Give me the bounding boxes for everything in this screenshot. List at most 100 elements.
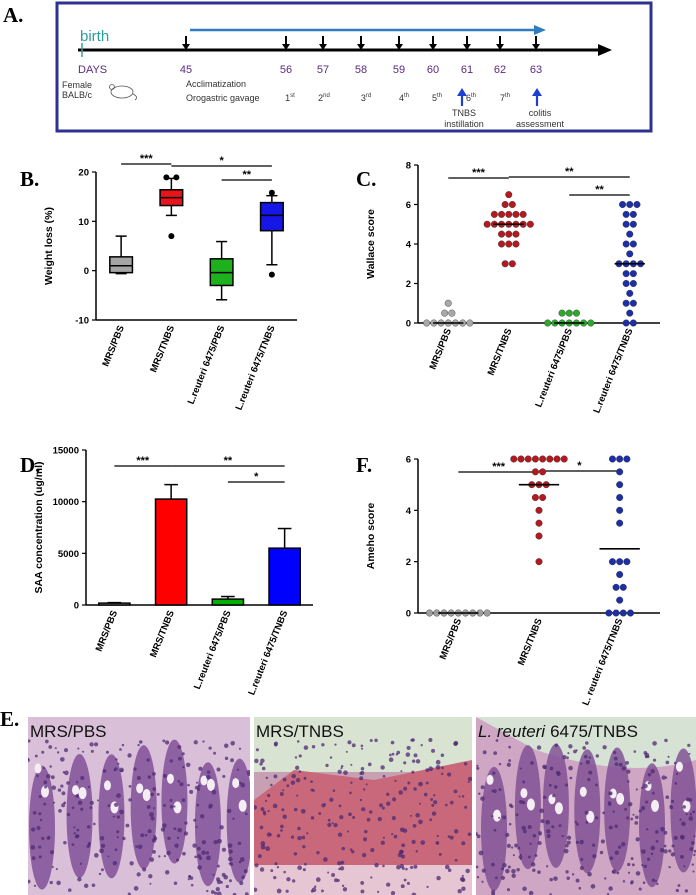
nucleus xyxy=(265,799,268,802)
nucleus xyxy=(480,796,485,801)
nucleus xyxy=(552,794,556,798)
nucleus xyxy=(41,836,45,841)
data-point xyxy=(505,230,513,238)
nucleus xyxy=(505,868,510,874)
day-label: 56 xyxy=(280,64,292,76)
nucleus xyxy=(293,852,298,856)
nucleus xyxy=(413,787,417,791)
nucleus xyxy=(583,754,588,759)
nucleus xyxy=(412,823,417,828)
nucleus xyxy=(341,884,345,888)
nucleus xyxy=(105,750,109,754)
nucleus xyxy=(403,878,407,882)
nucleus xyxy=(100,868,104,872)
nucleus xyxy=(333,823,338,828)
nucleus xyxy=(52,801,56,804)
nucleus xyxy=(178,756,182,761)
nucleus xyxy=(156,792,160,796)
nucleus xyxy=(592,854,597,859)
nucleus xyxy=(43,767,46,770)
nucleus xyxy=(566,840,571,845)
nucleus xyxy=(137,743,140,747)
data-point xyxy=(544,319,552,327)
nucleus xyxy=(423,792,428,797)
y-tick-label: 8 xyxy=(406,161,411,172)
x-tick-label: MRS/PBS xyxy=(428,327,454,371)
nucleus xyxy=(185,762,191,768)
nucleus xyxy=(614,850,619,855)
nucleus xyxy=(512,854,515,857)
nucleus xyxy=(426,885,429,889)
nucleus xyxy=(61,791,66,796)
nucleus xyxy=(259,825,264,830)
nucleus xyxy=(671,799,675,803)
data-point xyxy=(553,455,561,463)
nucleus xyxy=(440,772,444,776)
nucleus xyxy=(638,809,642,813)
crypt xyxy=(98,754,125,879)
nucleus xyxy=(565,844,569,848)
nucleus xyxy=(195,781,198,784)
crypt xyxy=(670,748,696,873)
nucleus xyxy=(195,825,198,828)
data-point xyxy=(505,240,513,248)
x-tick-label: MRS/TNBS xyxy=(486,327,515,377)
nucleus xyxy=(436,842,439,845)
nucleus xyxy=(428,738,433,743)
nucleus xyxy=(283,870,286,874)
nucleus xyxy=(453,789,458,794)
data-point xyxy=(616,596,624,604)
nucleus xyxy=(498,788,502,792)
nucleus xyxy=(96,799,100,802)
nucleus xyxy=(359,772,363,775)
data-point xyxy=(539,455,547,463)
nucleus xyxy=(30,845,36,850)
nucleus xyxy=(680,835,685,840)
data-point xyxy=(616,468,624,476)
nucleus xyxy=(161,823,167,828)
data-point xyxy=(629,220,637,228)
nucleus xyxy=(329,756,333,759)
nucleus xyxy=(413,864,418,869)
data-point xyxy=(623,558,631,566)
data-point xyxy=(629,280,637,288)
nucleus xyxy=(254,805,257,810)
nucleus xyxy=(667,755,670,758)
day-arrowhead xyxy=(282,44,290,50)
nucleus xyxy=(425,781,429,785)
nucleus xyxy=(546,829,551,834)
nucleus xyxy=(113,769,116,772)
nucleus xyxy=(80,807,84,811)
nucleus xyxy=(89,742,94,747)
nucleus xyxy=(210,890,215,894)
nucleus xyxy=(618,762,623,767)
nucleus xyxy=(624,807,628,811)
nucleus xyxy=(679,818,682,821)
nucleus xyxy=(381,806,385,810)
nucleus xyxy=(480,785,485,790)
goblet-cell xyxy=(72,785,80,796)
nucleus xyxy=(228,862,231,865)
nucleus xyxy=(392,797,397,802)
data-point xyxy=(605,609,613,617)
nucleus xyxy=(585,820,589,824)
nucleus xyxy=(34,754,38,758)
image-label-group: MRS/TNBS xyxy=(256,722,344,741)
outlier xyxy=(163,174,170,181)
data-point xyxy=(629,270,637,278)
nucleus xyxy=(642,783,648,789)
nucleus xyxy=(403,761,407,765)
data-point xyxy=(505,210,513,218)
subject-label: Female xyxy=(62,80,92,90)
box xyxy=(109,256,134,274)
nucleus xyxy=(689,847,694,851)
nucleus xyxy=(461,841,466,846)
data-point xyxy=(616,571,624,579)
nucleus xyxy=(133,767,137,771)
birth-label: birth xyxy=(80,28,109,45)
y-tick-label: 2 xyxy=(406,557,411,568)
data-point xyxy=(531,468,539,476)
phase-label: Acclimatization xyxy=(186,79,246,89)
nucleus xyxy=(76,828,80,832)
histology-image xyxy=(28,717,250,895)
